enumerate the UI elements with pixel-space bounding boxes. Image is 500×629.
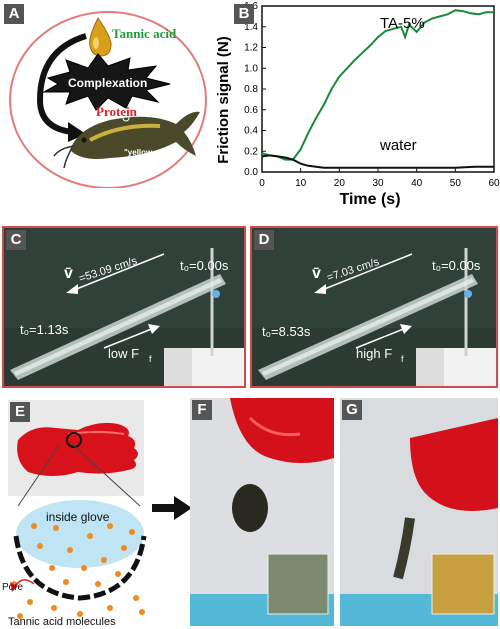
panel-d-photo: D v̄ =7.03 cm/s t₀=0.00s t₀=8.53s high F… bbox=[250, 226, 498, 388]
pore-label: Pore bbox=[2, 582, 24, 593]
chart-series-group bbox=[261, 9, 494, 169]
y-tick-label: 0.4 bbox=[244, 126, 258, 137]
x-tick-label: 40 bbox=[411, 178, 423, 189]
panel-g-scene bbox=[340, 398, 498, 626]
panel-d-arrows: v̄ bbox=[312, 253, 413, 349]
panel-c-friction: low F bbox=[108, 346, 140, 361]
x-tick-label: 50 bbox=[450, 178, 462, 189]
panel-f-photo: F bbox=[190, 398, 334, 626]
panel-f-scene bbox=[190, 398, 334, 626]
panel-g-photo: G bbox=[340, 398, 498, 626]
panel-letter-c: C bbox=[6, 230, 26, 250]
y-tick-label: 0.0 bbox=[244, 167, 258, 178]
panel-letter-d: D bbox=[254, 230, 274, 250]
right-arrow-icon bbox=[152, 496, 192, 520]
series-line-water bbox=[261, 154, 494, 169]
panel-d-t-start: t₀=0.00s bbox=[432, 258, 481, 273]
tannic-acid-label: Tannic acid bbox=[112, 26, 177, 41]
x-tick-label: 10 bbox=[295, 178, 307, 189]
panel-c-photo: C v̄ =53.09 cm/s t₀=0.00s t₀=1.13s low F… bbox=[2, 226, 246, 388]
reaction-arrow bbox=[36, 33, 87, 135]
panel-c-t-end: t₀=1.13s bbox=[20, 322, 69, 337]
panel-letter-g: G bbox=[342, 400, 362, 420]
plot-frame bbox=[261, 5, 495, 173]
svg-text:v̄: v̄ bbox=[312, 265, 321, 282]
catfish-image bbox=[53, 111, 200, 169]
panel-letter-f: F bbox=[192, 400, 212, 420]
series-line-ta-5- bbox=[261, 9, 494, 161]
y-tick-label: 1.4 bbox=[244, 22, 258, 33]
panel-letter-b: B bbox=[234, 4, 254, 24]
protein-label: Protein bbox=[96, 104, 137, 119]
fish-label: "yellow catfish" bbox=[124, 148, 185, 157]
y-tick-label: 0.2 bbox=[244, 146, 258, 157]
panel-a-illustration bbox=[9, 11, 207, 189]
x-axis-label: Time (s) bbox=[339, 191, 400, 208]
drop-highlight bbox=[93, 37, 99, 49]
tannic-molecules bbox=[11, 523, 145, 619]
panel-d-friction: high F bbox=[356, 346, 393, 361]
x-tick-label: 20 bbox=[334, 178, 346, 189]
friction-chart: 01020304050600.00.20.40.60.81.01.21.41.6… bbox=[215, 1, 500, 208]
x-tick-label: 60 bbox=[488, 178, 500, 189]
x-tick-label: 0 bbox=[259, 178, 265, 189]
panel-letter-e: E bbox=[10, 402, 30, 422]
panel-c-t-start: t₀=0.00s bbox=[180, 258, 229, 273]
y-tick-label: 1.0 bbox=[244, 63, 258, 74]
panel-letter-a: A bbox=[4, 4, 24, 24]
inside-glove-label: inside glove bbox=[46, 510, 110, 524]
x-tick-label: 30 bbox=[372, 178, 384, 189]
y-axis-label: Friction signal (N) bbox=[215, 36, 232, 164]
svg-text:v̄: v̄ bbox=[64, 265, 73, 282]
panel-d-friction-subscript: f bbox=[401, 354, 404, 364]
complexation-burst bbox=[42, 53, 171, 111]
pore-diagram bbox=[10, 443, 147, 619]
panel-b: B 01020304050600.00.20.40.60.81.01.21.41… bbox=[212, 0, 500, 210]
y-tick-label: 0.8 bbox=[244, 84, 258, 95]
panel-e: E inside glove Pore Tannic acid molecule… bbox=[0, 398, 150, 629]
panel-d-scene bbox=[252, 228, 496, 386]
panel-c-scene bbox=[4, 228, 244, 386]
y-tick-label: 1.2 bbox=[244, 43, 258, 54]
series-label-water: water bbox=[379, 137, 417, 154]
panel-d-t-end: t₀=8.53s bbox=[262, 324, 311, 339]
chart-axes bbox=[261, 5, 495, 173]
reaction-arrow-head bbox=[68, 122, 86, 142]
panel-c-friction-subscript: f bbox=[149, 354, 152, 364]
panel-a: A Tannic acid Complexation Protein "yell… bbox=[0, 0, 212, 189]
molecules-label: Tannic acid molecules bbox=[8, 616, 116, 628]
complexation-label: Complexation bbox=[68, 76, 148, 90]
panel-c-arrows: v̄ bbox=[64, 253, 165, 349]
series-label-ta: TA-5% bbox=[380, 15, 425, 32]
y-tick-label: 0.6 bbox=[244, 105, 258, 116]
